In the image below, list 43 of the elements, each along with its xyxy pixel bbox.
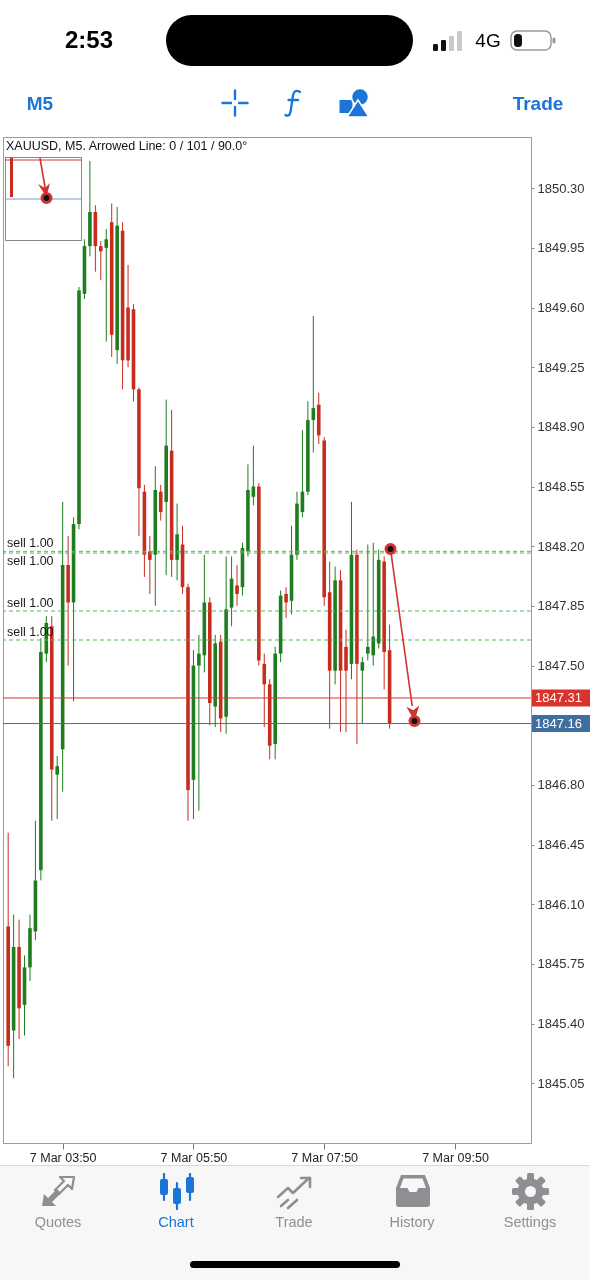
candlestick xyxy=(99,240,103,281)
candlestick xyxy=(158,484,163,522)
text: Trade xyxy=(512,93,564,115)
y-tick-label: 1848.55 xyxy=(537,479,585,495)
y-tick-label: 1849.95 xyxy=(537,240,585,256)
candlestick xyxy=(55,755,60,820)
y-tick-label: 1846.10 xyxy=(537,896,585,912)
y-tick-label: 1850.30 xyxy=(537,180,585,196)
y-tick-label: 1845.40 xyxy=(537,1016,585,1032)
x-tick-label: 7 Mar 09:50 xyxy=(422,1150,489,1165)
text: History xyxy=(389,1214,435,1230)
text: Chart xyxy=(158,1214,194,1230)
y-tick-label: 1847.50 xyxy=(537,658,585,674)
ref-line-label: 1847.31 xyxy=(535,689,582,705)
y-tick-label: 1849.25 xyxy=(537,359,585,375)
candlestick xyxy=(104,228,109,343)
text: 2:53 xyxy=(64,26,114,54)
ref-line-label: 1847.16 xyxy=(535,715,582,731)
text: Settings xyxy=(503,1214,557,1230)
text: Quotes xyxy=(34,1214,82,1230)
y-tick-label: 1845.75 xyxy=(537,956,585,972)
ref-line-label: sell 1.00 xyxy=(7,554,54,569)
text: 4G xyxy=(475,30,501,52)
candlestick xyxy=(344,629,348,733)
x-tick-label: 7 Mar 05:50 xyxy=(160,1150,228,1165)
y-tick-label: 1848.20 xyxy=(537,538,585,554)
x-tick-label: 7 Mar 03:50 xyxy=(29,1150,97,1165)
chart-title: XAUUSD, M5. Arrowed Line: 0 / 101 / 90.0° xyxy=(6,139,248,153)
y-tick-label: 1846.45 xyxy=(537,837,585,853)
candlestick xyxy=(197,634,201,812)
text: Trade xyxy=(275,1214,313,1230)
y-tick-label: 1845.05 xyxy=(537,1075,585,1091)
text: M5 xyxy=(26,93,54,115)
y-tick-label: 1846.80 xyxy=(537,777,585,793)
y-tick-label: 1848.90 xyxy=(537,419,585,435)
candlestick xyxy=(235,564,239,607)
y-tick-label: 1849.60 xyxy=(537,300,585,316)
candlestick xyxy=(262,653,267,728)
x-tick-label: 7 Mar 07:50 xyxy=(291,1150,359,1165)
ref-line-label: sell 1.00 xyxy=(7,536,54,551)
ref-line-label: sell 1.00 xyxy=(7,596,54,611)
candlestick xyxy=(284,586,288,619)
y-tick-label: 1847.85 xyxy=(537,598,585,614)
